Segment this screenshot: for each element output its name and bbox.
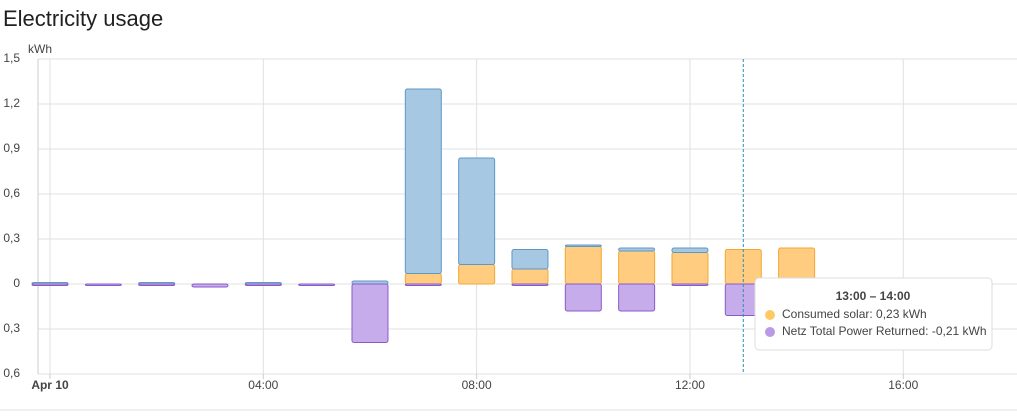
tooltip-title: 13:00 – 14:00 (836, 289, 911, 303)
bar-segment (511, 268, 549, 285)
x-tick-label: 12:00 (675, 378, 705, 392)
y-tick-label: 0,9 (3, 141, 20, 155)
bar-segment (351, 283, 389, 343)
bar-segment (671, 252, 709, 285)
tooltip-item: Consumed solar: 0,23 kWh (782, 307, 927, 321)
bar-segment (511, 283, 549, 286)
y-tick-label: 1,5 (3, 51, 20, 65)
overlay: 13:00 – 14:00 Consumed solar: 0,23 kWh Net… (742, 59, 993, 374)
bar-segment (138, 283, 176, 286)
bar-segment (564, 246, 602, 285)
bar-segment (618, 247, 656, 252)
y-axis-unit: kWh (28, 42, 52, 56)
y-tick-label: 0,6 (3, 366, 20, 380)
bar-segment (404, 273, 442, 285)
bar-segment (618, 250, 656, 285)
bar-segment (404, 88, 442, 274)
bar-segment (84, 283, 122, 286)
tooltip (754, 277, 993, 351)
bar-segment (618, 283, 656, 312)
x-tick-label: 16:00 (888, 378, 918, 392)
x-tick-label: 08:00 (462, 378, 492, 392)
tooltip-item: Netz Total Power Returned: -0,21 kWh (782, 324, 987, 338)
grid: 1,5 1,2 0,9 0,6 0,3 0 0,3 0,6 Apr 10 04:00 08:00 12… (3, 51, 1017, 392)
bar-segment (298, 283, 336, 286)
bar-segment (564, 283, 602, 312)
x-tick-label: Apr 10 (31, 378, 69, 392)
bar-segment (458, 264, 496, 285)
bar-segment (564, 244, 602, 247)
bar-segment (671, 247, 709, 253)
chart-title: Electricity usage (3, 6, 163, 31)
tooltip-swatch (765, 310, 775, 320)
bar-segment (671, 283, 709, 286)
bar-segment (191, 283, 229, 288)
x-tick-label: 04:00 (248, 378, 278, 392)
bar-segment (511, 249, 549, 270)
bar-segment (404, 283, 442, 286)
tooltip-swatch (765, 327, 775, 337)
y-tick-label: 0 (13, 276, 20, 290)
y-tick-label: 0,3 (3, 231, 20, 245)
bar-segment (458, 157, 496, 265)
y-tick-label: 0,3 (3, 321, 20, 335)
bar-segment (31, 283, 69, 286)
bar-segment (244, 283, 282, 286)
y-tick-label: 1,2 (3, 96, 20, 110)
y-tick-label: 0,6 (3, 186, 20, 200)
bars (31, 88, 816, 343)
